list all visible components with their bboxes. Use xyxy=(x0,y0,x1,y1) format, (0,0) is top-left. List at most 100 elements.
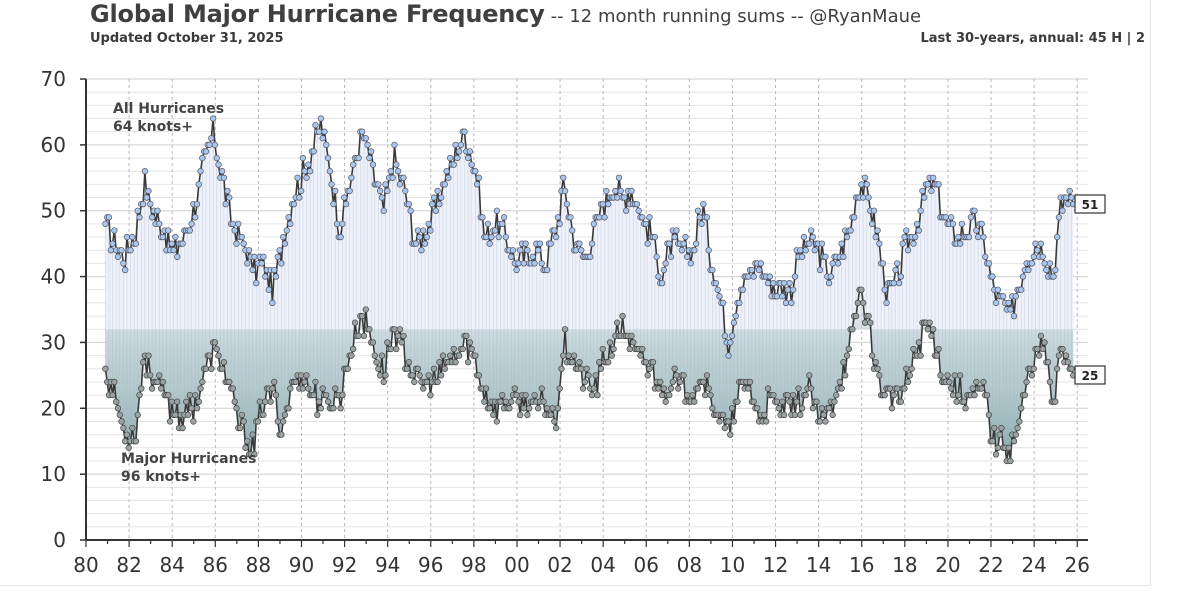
all-hurricanes-point xyxy=(310,148,317,155)
major-hurricanes-point xyxy=(506,405,513,412)
major-hurricanes-point xyxy=(455,352,463,359)
x-tick-label: 86 xyxy=(203,553,228,577)
all-hurricanes-point xyxy=(560,174,567,181)
all-hurricanes-point xyxy=(1037,240,1045,247)
all-hurricanes-point xyxy=(260,253,267,260)
all-hurricanes-point xyxy=(319,135,326,142)
all-hurricanes-point xyxy=(967,214,975,221)
all-hurricanes-point xyxy=(326,168,334,175)
major-hurricanes-point xyxy=(551,418,558,425)
major-hurricanes-point xyxy=(802,391,809,399)
all-hurricanes-point xyxy=(384,187,391,195)
major-hurricanes-point xyxy=(244,438,251,445)
all-hurricanes-point xyxy=(482,233,490,241)
all-hurricanes-point xyxy=(376,187,384,195)
major-hurricanes-point xyxy=(605,359,612,366)
major-hurricanes-point xyxy=(734,398,741,405)
all-hurricanes-point xyxy=(660,266,668,274)
major-hurricanes-point xyxy=(362,306,369,313)
major-hurricanes-point xyxy=(917,352,924,359)
all-hurricanes-point xyxy=(139,200,147,208)
all-hurricanes-point xyxy=(881,286,888,293)
all-hurricanes-point xyxy=(642,220,650,228)
all-hurricanes-point xyxy=(1034,247,1041,254)
major-hurricanes-point xyxy=(156,372,163,379)
all-hurricanes-point xyxy=(773,293,781,300)
major-hurricanes-point xyxy=(775,405,782,412)
major-hurricanes-point xyxy=(254,418,262,425)
major-hurricanes-point xyxy=(515,398,522,405)
all-hurricanes-point xyxy=(913,220,921,228)
major-hurricanes-point xyxy=(398,339,405,346)
all-hurricanes-point xyxy=(276,247,283,254)
major-hurricanes-point xyxy=(937,372,944,379)
major-hurricanes-point xyxy=(202,365,210,372)
all-hurricanes-point xyxy=(224,187,231,195)
all-hurricanes-point xyxy=(342,200,350,208)
all-hurricanes-point xyxy=(118,247,125,254)
all-hurricanes-point xyxy=(454,154,461,162)
all-hurricanes-point xyxy=(985,260,993,267)
major-hurricanes-label-line1: Major Hurricanes xyxy=(121,451,256,467)
major-hurricanes-point xyxy=(962,405,969,412)
major-hurricanes-point xyxy=(874,365,881,372)
major-hurricanes-point xyxy=(746,378,754,386)
major-hurricanes-point xyxy=(1064,359,1072,366)
all-hurricanes-point xyxy=(211,141,219,149)
major-hurricanes-point xyxy=(132,438,140,445)
major-hurricanes-point xyxy=(233,405,240,412)
y-tick-label: 10 xyxy=(41,462,66,486)
major-hurricanes-point xyxy=(409,372,416,379)
major-hurricanes-point xyxy=(637,352,644,359)
x-tick-label: 84 xyxy=(159,553,184,577)
major-hurricanes-point xyxy=(680,372,687,379)
major-hurricanes-point xyxy=(116,411,123,419)
all-hurricanes-point xyxy=(860,194,867,201)
x-tick-label: 98 xyxy=(461,553,486,577)
all-hurricanes-point xyxy=(156,220,163,228)
all-hurricanes-point xyxy=(430,194,438,201)
major-hurricanes-point xyxy=(608,352,615,359)
major-hurricanes-point xyxy=(599,345,606,353)
y-tick-label: 40 xyxy=(41,265,66,289)
major-hurricanes-point xyxy=(552,424,560,432)
major-hurricanes-point xyxy=(183,398,190,405)
all-hurricanes-point xyxy=(588,240,596,247)
major-hurricanes-point xyxy=(312,378,319,386)
x-tick-label: 88 xyxy=(246,553,271,577)
all-hurricanes-point xyxy=(222,200,229,208)
all-hurricanes-point xyxy=(578,247,585,254)
major-hurricanes-point xyxy=(272,391,280,399)
major-hurricanes-point xyxy=(561,326,569,333)
major-hurricanes-point xyxy=(371,352,378,359)
all-hurricanes-point xyxy=(324,154,332,162)
major-hurricanes-point xyxy=(789,391,797,399)
all-hurricanes-point xyxy=(141,168,149,175)
all-hurricanes-point xyxy=(468,161,475,168)
major-hurricanes-point xyxy=(123,431,131,438)
all-hurricanes-point xyxy=(120,260,127,267)
major-hurricanes-point xyxy=(497,398,504,405)
all-hurricanes-point xyxy=(958,220,966,228)
major-hurricanes-point xyxy=(120,424,127,432)
major-hurricanes-point xyxy=(281,411,289,419)
all-hurricanes-point xyxy=(213,154,220,162)
all-hurricanes-point xyxy=(464,154,472,162)
major-hurricanes-point xyxy=(728,405,736,412)
all-hurricanes-point xyxy=(488,233,495,241)
major-hurricanes-point xyxy=(319,385,326,392)
all-hurricanes-point xyxy=(531,260,538,267)
major-hurricanes-point xyxy=(218,365,226,372)
major-hurricanes-point xyxy=(111,378,118,386)
major-hurricanes-point xyxy=(441,365,448,372)
major-hurricanes-point xyxy=(535,405,542,412)
all-hurricanes-point xyxy=(682,233,689,241)
all-hurricanes-point xyxy=(684,253,691,260)
all-hurricanes-point xyxy=(332,187,339,195)
all-hurricanes-point xyxy=(249,266,256,274)
all-hurricanes-point xyxy=(784,286,791,293)
all-hurricanes-point xyxy=(872,233,879,241)
all-hurricanes-point xyxy=(466,148,474,155)
all-hurricanes-point xyxy=(956,240,964,247)
major-hurricanes-point xyxy=(384,339,391,346)
